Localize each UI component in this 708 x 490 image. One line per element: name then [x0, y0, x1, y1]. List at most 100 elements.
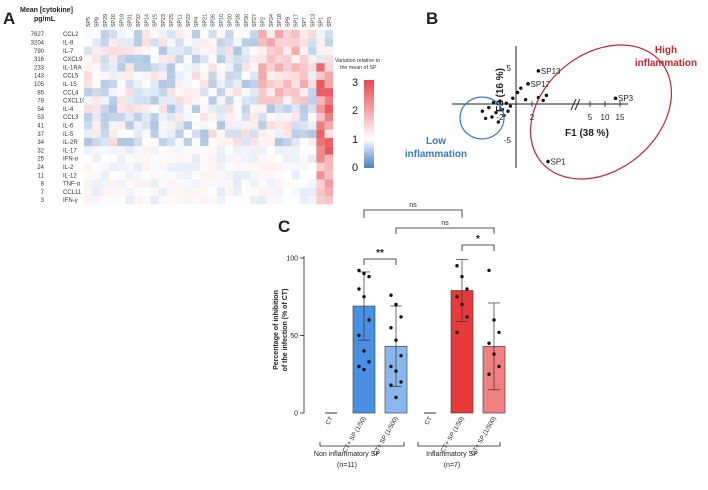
heatmap-cell: [324, 196, 334, 205]
heatmap-cell: [233, 154, 242, 163]
heatmap-cell: [108, 154, 118, 163]
heatmap-cell: [208, 129, 217, 138]
heatmap-cell: [125, 196, 134, 205]
heatmap-cell: [241, 171, 251, 180]
heatmap-cell: [191, 113, 201, 122]
heatmap-cell: [308, 104, 317, 114]
heatmap-cell: [175, 162, 184, 172]
data-point: [497, 330, 501, 335]
heatmap-cell: [200, 113, 209, 122]
heatmap-row-label: IL-15: [63, 82, 77, 88]
heatmap-cell: [299, 154, 309, 163]
heatmap-cell: [200, 30, 209, 39]
heatmap-cell: [250, 162, 259, 172]
pca-labelled-points: SP13 SP17 SP3 SP1: [526, 67, 634, 167]
heatmap-cell: [150, 79, 159, 89]
data-point: [460, 274, 464, 279]
heatmap-cell: [291, 71, 300, 80]
heatmap-cell: [125, 63, 134, 72]
heatmap-cell: [258, 137, 267, 147]
heatmap-cell: [216, 79, 226, 89]
heatmap-cell: [324, 63, 334, 72]
heatmap-cell: [117, 171, 126, 180]
heatmap-cell: [125, 79, 134, 89]
heatmap-cell: [92, 38, 101, 47]
heatmap-cell: [216, 30, 226, 39]
heatmap-cell: [133, 146, 143, 155]
heatmap-cell: [125, 30, 134, 39]
heatmap-cell: [266, 129, 275, 138]
heatmap-cell: [299, 79, 309, 89]
heatmap-cell: [84, 129, 93, 138]
heatmap-cell: [225, 113, 234, 122]
heatmap-column-label: SP27: [252, 14, 258, 27]
heatmap-column-label: SP15: [153, 14, 159, 27]
heatmap-cell: [250, 196, 259, 205]
heatmap-cell: [299, 54, 309, 64]
heatmap-cell: [142, 88, 151, 97]
heatmap-cell: [150, 146, 159, 155]
heatmap-cell: [225, 46, 234, 55]
heatmap-cell: [316, 121, 325, 130]
data-point: [367, 360, 371, 364]
heatmap-cell: [208, 46, 217, 55]
heatmap-cell: [316, 171, 325, 180]
heatmap-cell: [324, 30, 334, 39]
heatmap-cell: [150, 179, 159, 188]
legend-tick-3: 3: [352, 77, 358, 89]
heatmap-cell: [266, 162, 275, 172]
heatmap-cell: [241, 54, 251, 64]
heatmap-cell: [291, 129, 300, 138]
heatmap-cell: [274, 30, 284, 39]
heatmap-cell: [324, 96, 334, 105]
heatmap-cell: [216, 46, 226, 55]
heatmap-cell: [117, 63, 126, 72]
heatmap-row-mean: 25: [37, 157, 44, 163]
heatmap-column-label: SP30: [244, 14, 250, 27]
heatmap-cell: [142, 162, 151, 172]
group-label-inflammatory: Inflammatory SP: [426, 451, 478, 458]
heatmap-cell: [142, 104, 151, 114]
heatmap-cell: [316, 71, 325, 80]
pca-point: [487, 105, 491, 110]
heatmap-cell: [133, 79, 143, 89]
heatmap-cells: [84, 30, 334, 205]
heatmap-cell: [241, 104, 251, 114]
heatmap-cell: [241, 179, 251, 188]
heatmap-cell: [100, 154, 109, 163]
heatmap-cell: [291, 30, 300, 39]
heatmap-cell: [84, 88, 93, 97]
heatmap-cell: [250, 154, 259, 163]
heatmap-column-label: SP3: [327, 17, 333, 27]
data-point: [497, 364, 501, 369]
heatmap-cell: [308, 88, 317, 97]
heatmap-cell: [167, 88, 176, 97]
heatmap-cell: [283, 46, 292, 55]
significance-bracket: [363, 209, 463, 218]
heatmap-cell: [216, 146, 226, 155]
heatmap-cell: [266, 137, 275, 147]
heatmap-cell: [324, 79, 334, 89]
heatmap-cell: [299, 63, 309, 72]
heatmap-cell: [167, 63, 176, 72]
heatmap-cell: [167, 179, 176, 188]
heatmap-cell: [100, 196, 109, 205]
heatmap-cell: [92, 54, 101, 64]
heatmap-cell: [308, 196, 317, 205]
heatmap-cell: [100, 113, 109, 122]
heatmap-cell: [291, 162, 300, 172]
heatmap-cell: [233, 179, 242, 188]
data-point: [362, 295, 366, 299]
heatmap-cell: [158, 171, 168, 180]
heatmap-cell: [150, 137, 159, 147]
heatmap-cell: [150, 96, 159, 105]
heatmap-cell: [84, 104, 93, 114]
heatmap-cell: [100, 179, 109, 188]
legend-colorbar: [364, 80, 374, 168]
heatmap-cell: [316, 46, 325, 55]
heatmap-cell: [133, 129, 143, 138]
heatmap-cell: [283, 162, 292, 172]
heatmap-row-mean: 7627: [31, 32, 45, 38]
